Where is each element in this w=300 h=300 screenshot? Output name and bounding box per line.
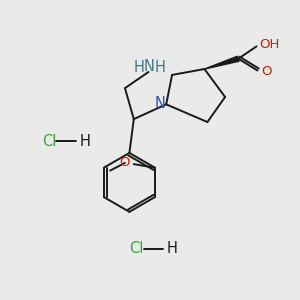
Polygon shape — [205, 56, 239, 69]
Text: H: H — [79, 134, 90, 149]
Text: N: N — [144, 58, 154, 74]
Text: Cl: Cl — [43, 134, 57, 149]
Text: O: O — [119, 156, 130, 169]
Text: H: H — [134, 60, 145, 75]
Text: Cl: Cl — [129, 241, 144, 256]
Text: H: H — [166, 241, 177, 256]
Text: N: N — [154, 96, 165, 111]
Text: O: O — [261, 65, 272, 79]
Text: OH: OH — [260, 38, 280, 50]
Text: H: H — [154, 60, 165, 75]
